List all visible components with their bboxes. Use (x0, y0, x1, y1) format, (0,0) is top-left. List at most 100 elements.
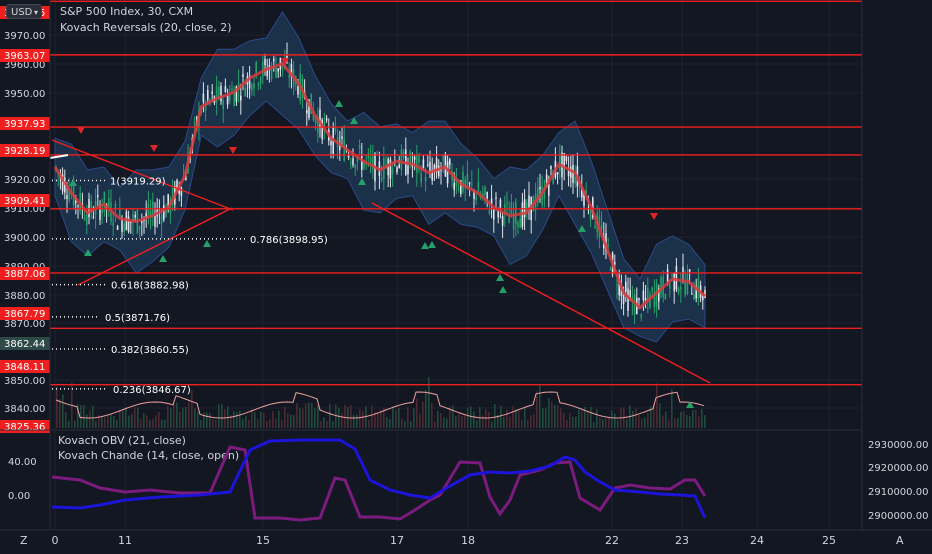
reversal-up-arrow (335, 100, 343, 107)
volume-bar (521, 419, 523, 428)
date-axis-tick: 24 (750, 534, 764, 547)
current-price-label: 3862.44 (0, 337, 50, 350)
osc-axis-left-tick: 0.00 (8, 491, 30, 502)
candle-body (528, 195, 530, 212)
volume-bar (461, 415, 463, 428)
price-axis-tick: 3880.00 (4, 291, 45, 302)
candle-body (539, 187, 541, 190)
oscillator-axis-right[interactable]: 2930000.00 2920000.00 2910000.00 2900000.00 (868, 440, 928, 522)
volume-bar (320, 421, 322, 428)
candle-body (548, 184, 550, 196)
candle-body (680, 286, 682, 290)
oscillator-axis-left[interactable]: 40.00 0.00 (8, 457, 37, 502)
timezone-corner[interactable]: Z (20, 534, 28, 547)
candle-body (372, 155, 374, 170)
fibonacci-retracement[interactable]: 1(3919.29) 0.786(3898.95) 0.618(3882.98) 0.… (52, 176, 328, 396)
candle-body (477, 181, 480, 194)
volume-bar (683, 411, 685, 428)
candle-body (226, 95, 229, 105)
candle-body (438, 165, 440, 177)
candle-body (220, 85, 222, 102)
volume-bar (332, 421, 334, 428)
volume-bar (494, 404, 496, 428)
volume-bar (404, 421, 406, 428)
volume-bar (572, 416, 574, 428)
candle-body (97, 195, 99, 198)
volume-bar (500, 405, 502, 428)
auto-scale-button[interactable]: A (896, 534, 904, 547)
volume-bar (158, 411, 160, 428)
volume-bar (656, 383, 658, 428)
volume-bar (644, 417, 646, 428)
fib-level-label: 1(3919.29) (110, 176, 166, 187)
candle-body (666, 269, 669, 283)
candle-body (167, 194, 169, 208)
volume-bar (533, 414, 535, 428)
date-axis-tick: 22 (605, 534, 619, 547)
candle-body (116, 226, 119, 230)
trend-line-bottom[interactable] (77, 207, 233, 286)
candle-body (242, 74, 244, 78)
volume-bar (299, 408, 301, 428)
volume-bar (131, 413, 133, 428)
trend-line-top[interactable] (51, 139, 234, 211)
volume-bar (80, 405, 82, 428)
trend-lines[interactable] (49, 139, 711, 384)
volume-bar (410, 421, 412, 428)
candle-body (354, 164, 356, 168)
candle-body (262, 62, 264, 77)
volume-bar (275, 418, 277, 428)
candle-body (211, 91, 213, 94)
candle-body (446, 161, 449, 184)
volume-bar (485, 409, 487, 428)
moving-average-line (53, 61, 706, 310)
volume-bar (662, 415, 664, 428)
candle-body (618, 276, 620, 296)
candle-body (552, 171, 554, 184)
volume-bar (203, 412, 205, 428)
candle-body (449, 159, 451, 165)
volume-bar (416, 398, 418, 428)
candle-body (444, 153, 447, 177)
level-label: 3825.36 (0, 420, 50, 433)
candle-body (180, 187, 183, 197)
volume-bar (311, 402, 313, 428)
volume-bar (695, 409, 697, 428)
volume-bar (425, 390, 427, 428)
candle-body (251, 84, 253, 92)
date-axis[interactable]: 0 11 15 17 18 22 23 24 25 (52, 534, 837, 547)
volume-bar (524, 406, 526, 428)
obv-title: Kovach OBV (21, close) (58, 434, 186, 447)
trend-line-white[interactable] (49, 154, 69, 159)
volume-bar (407, 407, 409, 428)
candle-body (358, 145, 361, 149)
candle-body (400, 149, 403, 170)
volume-bar (257, 419, 259, 428)
candle-body (369, 157, 372, 163)
chande-line (51, 445, 707, 522)
volume-bar (650, 406, 652, 428)
candle-body (77, 205, 79, 207)
candle-body (138, 225, 141, 230)
candle-body (350, 161, 352, 163)
trend-line-down[interactable] (371, 202, 711, 384)
volume-bar (647, 412, 649, 428)
horizontal-levels[interactable] (50, 0, 862, 386)
reversal-down-arrow (229, 147, 237, 154)
reversal-up-arrow (578, 225, 586, 232)
candle-body (248, 75, 251, 89)
currency-selector[interactable]: USD ▾ (6, 4, 42, 19)
volume-bar (581, 410, 583, 428)
candle-body (347, 154, 350, 158)
volume-bar (182, 407, 184, 428)
volume-bar (557, 405, 559, 428)
candle-body (512, 212, 515, 230)
candle-body (154, 216, 156, 227)
candle-body (396, 167, 398, 173)
volume-bar (617, 420, 619, 428)
candle-body (86, 214, 88, 226)
volume-average-line (55, 391, 705, 419)
volume-bar (149, 420, 151, 428)
